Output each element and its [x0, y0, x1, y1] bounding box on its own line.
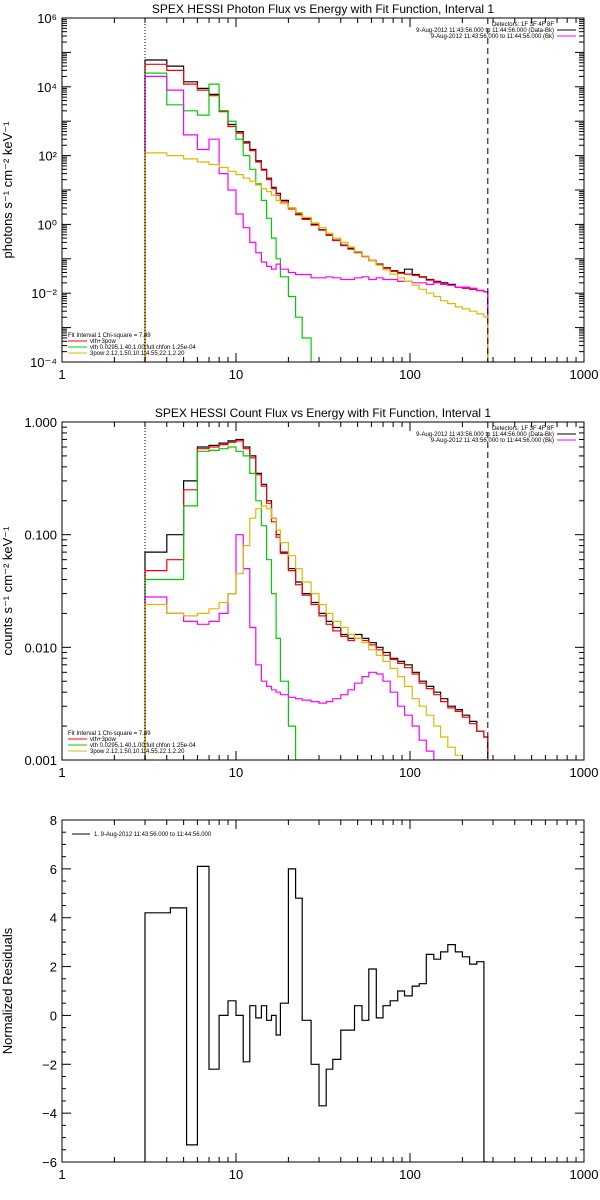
legend-bottom-left-entry: vth+3pow [90, 737, 117, 743]
x-tick-label: 100 [399, 765, 421, 780]
y-tick-label: 1.000 [24, 415, 57, 430]
chart-title: SPEX HESSI Photon Flux vs Energy with Fi… [152, 2, 494, 16]
series-group [144, 438, 489, 760]
y-tick-label: −4 [42, 1106, 57, 1121]
series-0-line [144, 438, 489, 760]
y-tick-label: −2 [42, 1057, 57, 1072]
x-tick-label: 1 [58, 765, 65, 780]
series-0-line [144, 865, 488, 1162]
series-3-line [144, 75, 489, 362]
y-tick-label: 10² [38, 149, 57, 164]
y-tick-label: 10⁻² [31, 286, 57, 301]
series-1-line [144, 440, 489, 760]
legend-bottom-left-entry: Fit Interval 1 Chi-square = 7.49 [68, 731, 151, 737]
y-tick-label: 10⁶ [37, 11, 57, 26]
x-tick-label: 1000 [570, 765, 599, 780]
legend-bottom-left-entry: 3pow 2.12,1.50,10.1,4.55,22.1,2.20 [90, 351, 185, 357]
x-tick-label: 100 [399, 1167, 421, 1182]
series-0-line [144, 59, 489, 362]
legend-top-right-entry: 9-Aug-2012 11:43:56.000 to 11:44:56.000 … [416, 28, 554, 34]
y-tick-label: 10⁰ [37, 217, 57, 232]
y-axis-label: Normalized Residuals [0, 927, 15, 1054]
series-2-line [144, 446, 319, 760]
chart-title: SPEX HESSI Count Flux vs Energy with Fit… [155, 406, 491, 420]
y-axis-label: counts s⁻¹ cm⁻² keV⁻¹ [0, 526, 15, 656]
legend-bottom-left-entry: 3pow 2.12,1.50,10.1,4.55,22.1,2.20 [90, 749, 185, 755]
series-4-line [144, 152, 489, 362]
axis-frame [61, 17, 585, 363]
legend-top-right-entry: Detectors: 1F 3F 4F 8F [492, 22, 554, 28]
x-tick-label: 1 [58, 1167, 65, 1182]
y-tick-label: 0.001 [24, 753, 57, 768]
y-tick-label: 0 [50, 1008, 57, 1023]
y-tick-label: 0.010 [24, 640, 57, 655]
y-tick-label: 8 [50, 813, 57, 828]
legend-top-right-entry: 9-Aug-2012 11:43:56.000 to 11:44:56.000 … [416, 432, 554, 438]
y-axis-label: photons s⁻¹ cm⁻² keV⁻¹ [0, 121, 15, 259]
legend-top-right-entry: 9-Aug-2012 11:43:56.000 to 11:44:56.000 … [431, 438, 554, 444]
y-tick-label: 10⁻⁴ [30, 355, 57, 370]
axis-frame [61, 819, 585, 1163]
x-tick-label: 100 [399, 367, 421, 382]
legend-top-left-entry: 1. 9-Aug-2012 11:43:56.000 to 11:44:56.0… [94, 832, 212, 838]
x-tick-label: 10 [229, 765, 243, 780]
photon-flux-panel: SPEX HESSI Photon Flux vs Energy with Fi… [0, 2, 598, 382]
x-tick-label: 1 [58, 367, 65, 382]
legend-bottom-left-entry: Fit Interval 1 Chi-square = 7.49 [68, 333, 151, 339]
y-tick-label: 0.100 [24, 528, 57, 543]
legend-bottom-left-entry: vth+3pow [90, 339, 117, 345]
y-tick-label: 6 [50, 862, 57, 877]
x-tick-label: 10 [229, 1167, 243, 1182]
y-tick-label: −6 [42, 1155, 57, 1170]
x-tick-label: 1000 [570, 367, 599, 382]
series-2-line [144, 72, 319, 362]
residuals-panel: 1 10 100 1000 −6 −4 −2 0 2 4 6 8 Normalized Residual… [0, 813, 598, 1182]
series-group [144, 59, 489, 362]
legend-bottom-left-entry: vth 0.0295,1.40,1.00 full chfon 1.25e-04 [90, 743, 196, 749]
series-4-line [144, 505, 488, 760]
y-tick-label: 4 [50, 911, 57, 926]
y-tick-label: 10⁴ [37, 80, 57, 95]
x-tick-label: 10 [229, 367, 243, 382]
legend-bottom-left-entry: vth 0.0295,1.40,1.00 full chfon 1.25e-04 [90, 345, 196, 351]
series-1-line [144, 63, 489, 362]
x-tick-label: 1000 [570, 1167, 599, 1182]
y-tick-label: 2 [50, 960, 57, 975]
axis-frame [61, 421, 585, 761]
legend-top-right-entry: Detectors: 1F 3F 4F 8F [492, 426, 554, 432]
series-group [144, 865, 488, 1162]
count-flux-panel: SPEX HESSI Count Flux vs Energy with Fit… [0, 406, 598, 780]
legend-top-right-entry: 9-Aug-2012 11:43:56.000 to 11:44:56.000 … [431, 34, 554, 40]
